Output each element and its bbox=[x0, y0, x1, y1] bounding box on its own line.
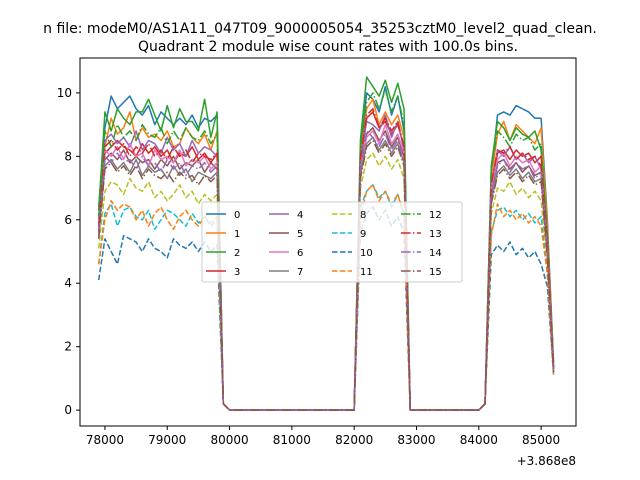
legend-label-11: 11 bbox=[360, 267, 373, 278]
legend-label-5: 5 bbox=[297, 229, 303, 240]
chart-title: Quadrant 2 module wise count rates with … bbox=[138, 39, 518, 55]
x-tick-label: 82000 bbox=[335, 433, 373, 447]
y-tick-label: 4 bbox=[64, 276, 72, 290]
legend-label-2: 2 bbox=[234, 248, 240, 259]
legend-label-7: 7 bbox=[297, 267, 303, 278]
legend-label-15: 15 bbox=[429, 267, 442, 278]
x-tick-label: 85000 bbox=[522, 433, 560, 447]
legend-label-9: 9 bbox=[360, 229, 366, 240]
axes-frame bbox=[79, 57, 577, 427]
y-tick-label: 0 bbox=[64, 403, 72, 417]
legend-label-13: 13 bbox=[429, 229, 442, 240]
legend-label-14: 14 bbox=[429, 248, 442, 259]
figure-suptitle: n file: modeM0/AS1A11_047T09_9000005054_… bbox=[43, 21, 597, 37]
legend-label-12: 12 bbox=[429, 210, 442, 221]
y-tick-label: 8 bbox=[64, 149, 72, 163]
x-axis: 78000 79000 80000 81000 82000 83000 84000 85000 bbox=[86, 426, 560, 447]
legend-label-4: 4 bbox=[297, 210, 303, 221]
plot-lines bbox=[97, 76, 555, 411]
legend-label-8: 8 bbox=[360, 210, 366, 221]
y-tick-label: 10 bbox=[57, 86, 72, 100]
y-tick-label: 2 bbox=[64, 340, 72, 354]
x-tick-label: 83000 bbox=[397, 433, 435, 447]
legend-label-10: 10 bbox=[360, 248, 373, 259]
legend-label-0: 0 bbox=[234, 210, 240, 221]
x-tick-label: 81000 bbox=[273, 433, 311, 447]
x-tick-label: 79000 bbox=[148, 433, 186, 447]
legend-frame bbox=[201, 201, 463, 283]
legend-label-1: 1 bbox=[234, 229, 240, 240]
x-tick-label: 84000 bbox=[460, 433, 498, 447]
y-axis: 0 2 4 6 8 10 bbox=[57, 86, 80, 417]
x-tick-label: 80000 bbox=[210, 433, 248, 447]
x-tick-label: 78000 bbox=[86, 433, 124, 447]
series-line-15 bbox=[97, 139, 555, 411]
legend-label-6: 6 bbox=[297, 248, 303, 259]
legend-label-3: 3 bbox=[234, 267, 240, 278]
x-offset-label: +3.868e8 bbox=[517, 454, 576, 468]
y-tick-label: 6 bbox=[64, 213, 72, 227]
